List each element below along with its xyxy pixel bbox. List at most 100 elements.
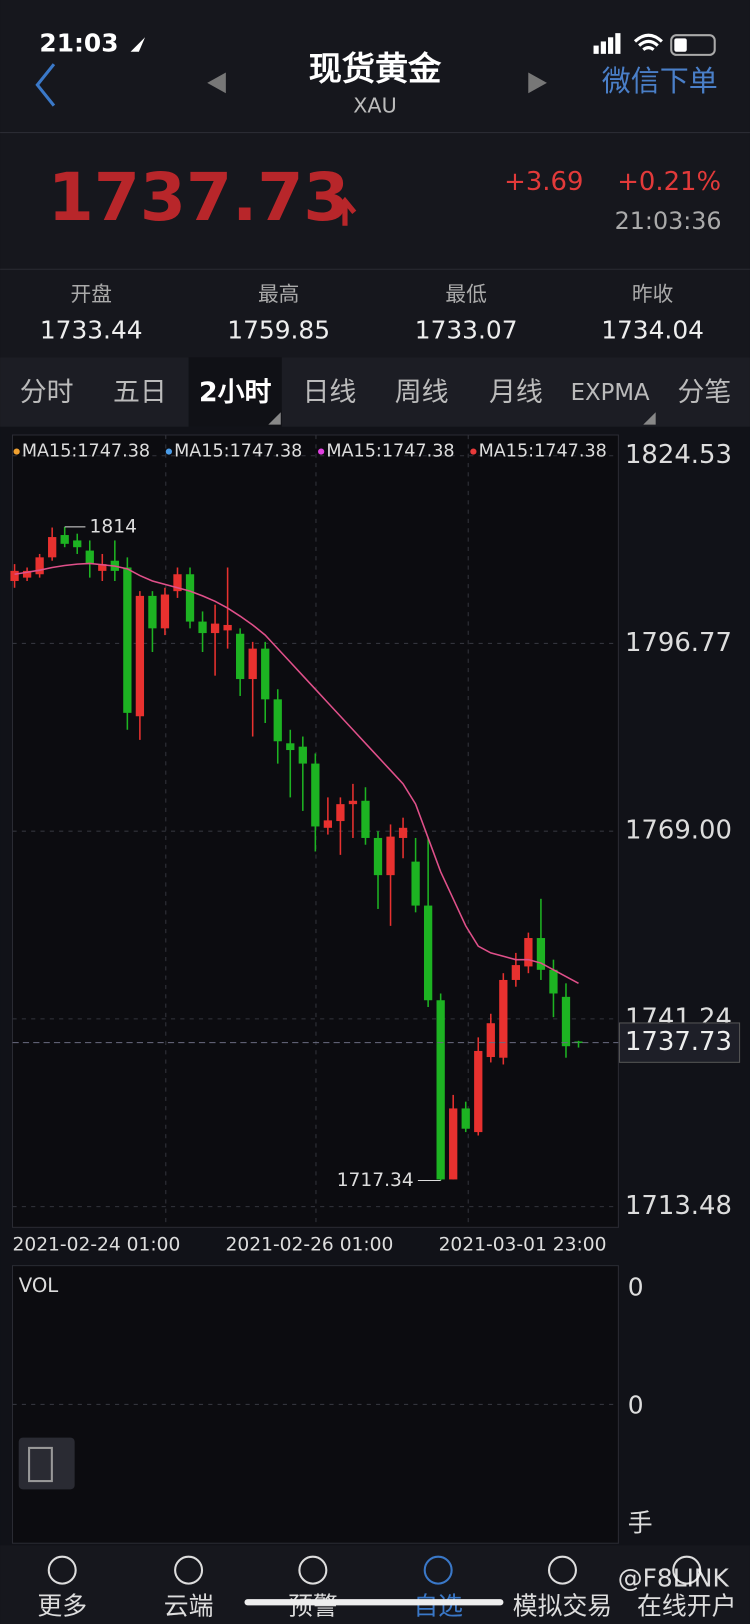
legend-dot (13, 448, 20, 455)
price-change: +3.69 (504, 167, 583, 197)
stats: 开盘 1733.44 最高 1759.85 最低 1733.07 昨收 1734.04 (40, 282, 704, 344)
candle-body (361, 800, 370, 838)
volume-unit: 手 (628, 1509, 653, 1538)
rotate-icon (28, 1446, 53, 1483)
stat-label: 最低 (445, 282, 487, 306)
rotate-button[interactable] (18, 1437, 75, 1490)
tab[interactable]: 日线 (303, 377, 357, 408)
candle-body (524, 938, 533, 967)
high-label: 1814 (90, 516, 137, 537)
candle-body (160, 594, 170, 629)
price-change-pct: +0.21% (617, 167, 721, 197)
wifi-icon (633, 33, 663, 51)
signal-icon (593, 33, 621, 54)
ma-line (14, 562, 579, 985)
legend-label: MA15:1747.38 (174, 442, 302, 462)
order-button[interactable]: 微信下单 (602, 64, 718, 98)
home-indicator (244, 1599, 504, 1606)
volume-label: VOL (19, 1274, 59, 1297)
candle-body (22, 570, 32, 578)
price-chart: 1824.531796.771769.001741.241713.48MA15:… (10, 440, 741, 1255)
nav-bar (0, 1545, 750, 1624)
volume-tick: 0 (628, 1391, 644, 1420)
nav-item[interactable]: 预警 (288, 1591, 338, 1620)
candle-body (148, 595, 157, 629)
tab[interactable]: 五日 (113, 377, 167, 408)
candle-body (373, 837, 383, 876)
candle-body (135, 595, 145, 717)
current-price-label: 1737.73 (625, 1027, 732, 1057)
tab[interactable]: 周线 (395, 377, 449, 408)
nav-item[interactable]: 云端 (164, 1591, 214, 1620)
candle-body (348, 800, 358, 805)
candle-body (261, 648, 270, 700)
nav-item[interactable]: 更多 (37, 1591, 87, 1620)
vertical-grid (165, 435, 469, 1544)
tab[interactable]: EXPMA (571, 380, 650, 406)
stat-value: 1733.44 (40, 315, 143, 344)
candle-body (486, 1023, 495, 1058)
nav-item[interactable]: 在线开户 (637, 1591, 736, 1620)
stat-label: 最高 (258, 282, 299, 306)
last-price: 1737.73 (48, 158, 350, 236)
nav-icon (47, 1555, 77, 1585)
nav-icon (174, 1555, 204, 1585)
legend-dot (470, 448, 477, 455)
y-tick-label: 1713.48 (625, 1191, 732, 1221)
up-arrow (333, 196, 357, 226)
candle-body (311, 763, 320, 827)
y-tick-label: 1796.77 (625, 628, 732, 658)
candle-body (198, 621, 207, 634)
tabs: 分时 五日 2小时 日线 周线 月线 EXPMA 分笔 (20, 357, 731, 427)
candle-body (248, 648, 257, 680)
tab[interactable]: 月线 (489, 377, 543, 408)
candle-body (48, 537, 57, 558)
candle-body (336, 804, 345, 822)
nav-item[interactable]: 模拟交易 (513, 1591, 612, 1620)
battery-level (674, 38, 687, 52)
legend-label: MA15:1747.38 (479, 442, 607, 462)
candle-body (511, 965, 520, 980)
candle-body (60, 535, 69, 544)
candle-body (298, 746, 307, 764)
current-price-box (618, 1022, 741, 1063)
tab[interactable]: 分笔 (677, 377, 731, 408)
x-tick-label: 2021-02-24 01:00 (13, 1234, 181, 1255)
nav-icon (298, 1555, 328, 1585)
stat-value: 1759.85 (227, 315, 330, 344)
legend-dot (318, 448, 325, 455)
candle-body (173, 574, 182, 592)
candle-body (574, 1041, 583, 1044)
nav-icon (672, 1555, 702, 1585)
candle-body (461, 1108, 470, 1129)
candle-body (123, 567, 132, 713)
tab[interactable]: 分时 (20, 377, 74, 408)
candle-body (474, 1050, 483, 1133)
candle-body (549, 969, 558, 994)
next-button[interactable] (528, 72, 547, 94)
tab-bar (0, 357, 750, 427)
candle-body (73, 540, 82, 548)
candle-body (323, 820, 333, 828)
back-button[interactable] (35, 63, 56, 107)
candle-body (236, 633, 245, 680)
candle-body (286, 743, 295, 751)
legend-label: MA15:1747.38 (22, 442, 150, 462)
tab[interactable]: 2小时 (199, 377, 272, 408)
y-tick-label: 1769.00 (625, 816, 732, 846)
prev-button[interactable] (207, 72, 226, 94)
candle-body (398, 827, 408, 838)
battery-icon (670, 34, 716, 56)
legend-label: MA15:1747.38 (326, 442, 454, 462)
candle-body (386, 836, 395, 876)
quote-time: 21:03:36 (615, 207, 722, 235)
legend-dot (165, 448, 172, 455)
candle-body (10, 570, 19, 582)
candle-body (210, 623, 220, 634)
nav-item[interactable]: 自选 (413, 1591, 463, 1620)
candle-body (273, 699, 282, 742)
low-label: 1717.34 (337, 1170, 414, 1191)
x-tick-label: 2021-03-01 23:00 (439, 1234, 607, 1255)
